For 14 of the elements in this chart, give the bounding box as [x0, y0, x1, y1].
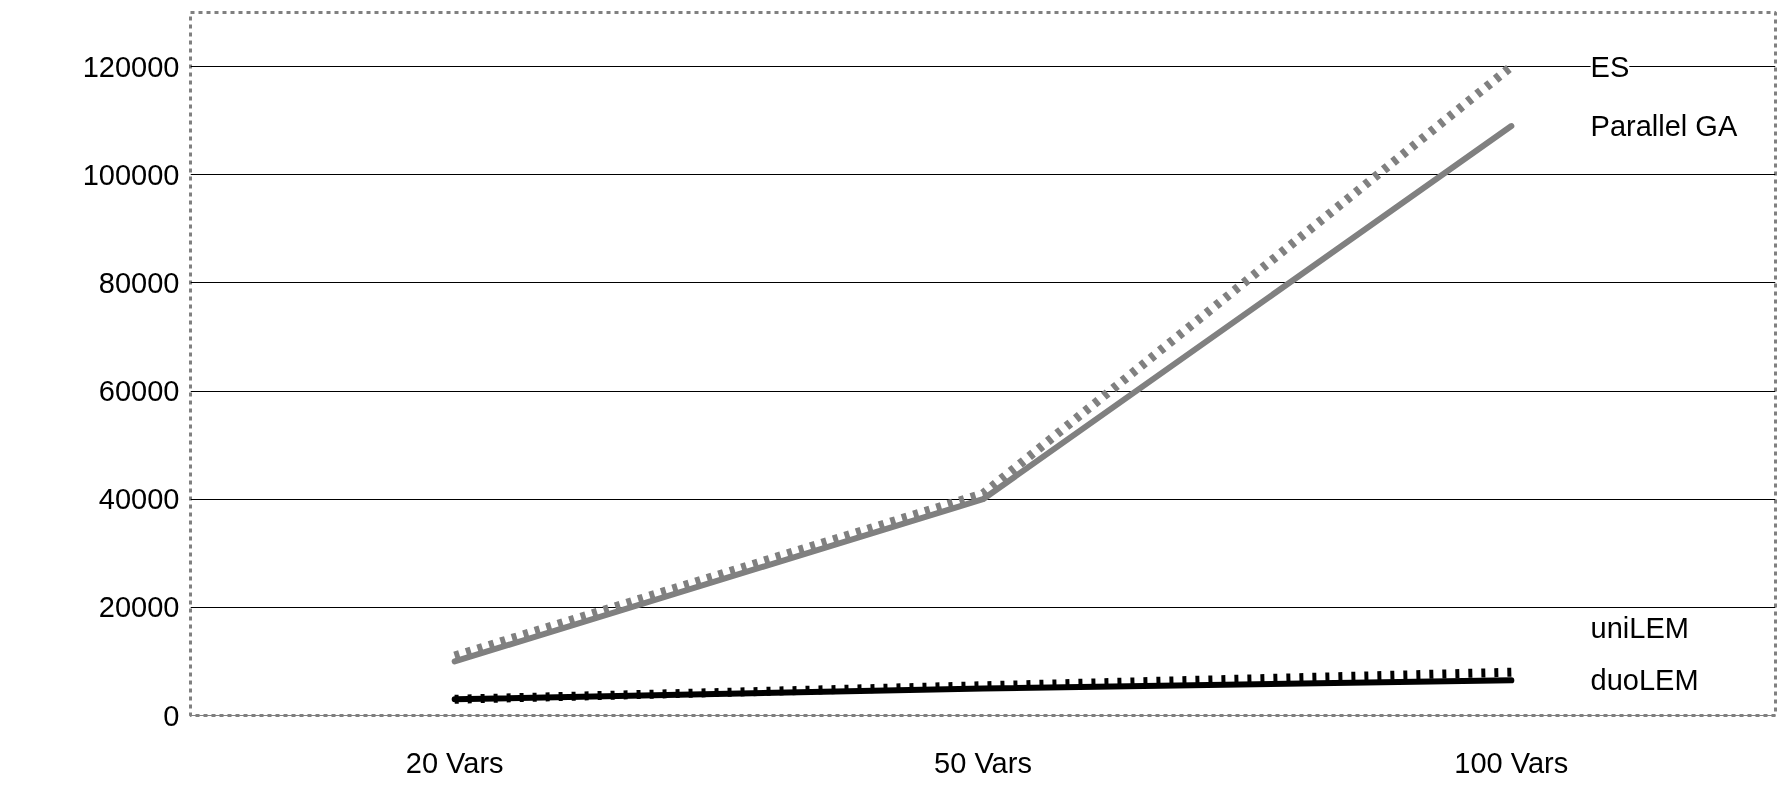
text: ES: [1590, 50, 1630, 83]
y-tick-label: 80000: [98, 266, 180, 299]
text: uniLEM: [1590, 611, 1689, 644]
y-tick-label: 0: [163, 699, 180, 732]
x-tick-label: 20 Vars: [405, 746, 504, 779]
y-tick-label: 20000: [98, 591, 180, 624]
y-tick-label: 120000: [82, 50, 180, 83]
text: Parallel GA: [1590, 110, 1738, 143]
y-tick-label: 60000: [98, 375, 180, 408]
x-tick-label: 100 Vars: [1454, 746, 1569, 779]
text: duoLEM: [1590, 664, 1699, 697]
x-tick-label: 50 Vars: [934, 746, 1032, 779]
y-tick-label: 100000: [82, 158, 180, 191]
y-tick-label: 40000: [98, 483, 180, 516]
